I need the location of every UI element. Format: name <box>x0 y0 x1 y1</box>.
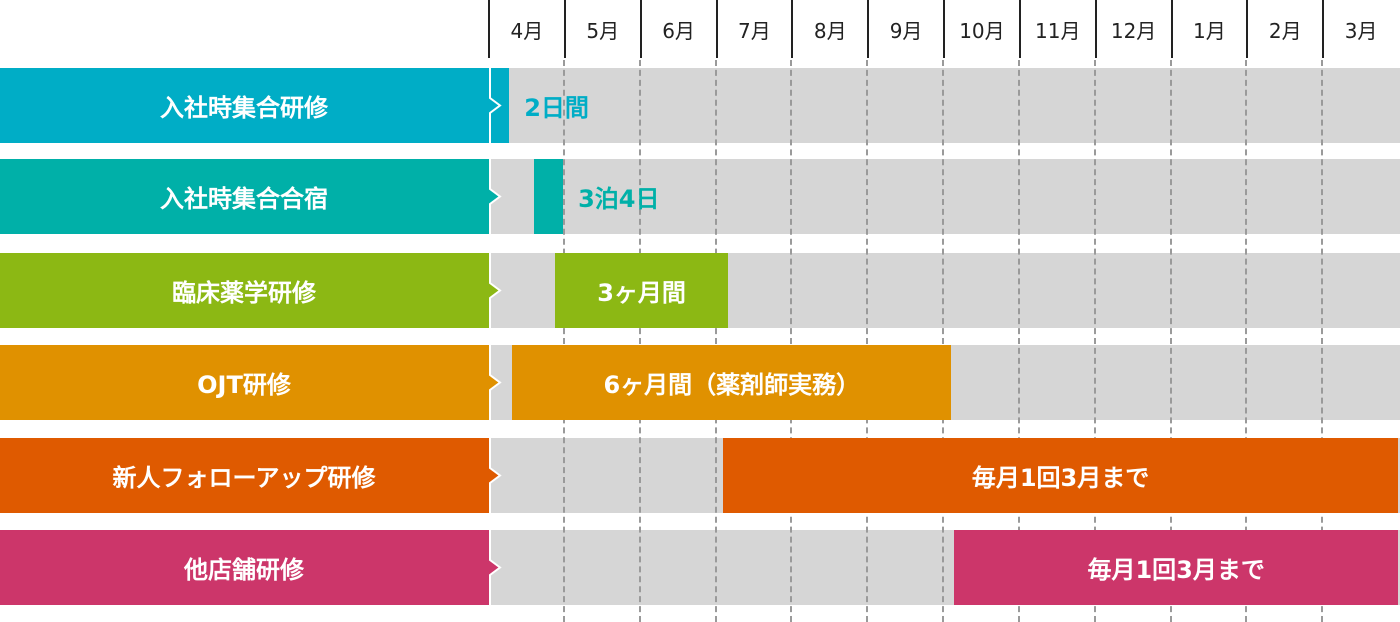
month-divider <box>790 60 793 622</box>
duration-text: 3泊4日 <box>578 185 660 213</box>
month-divider <box>714 60 717 622</box>
month-header: 10月 <box>943 0 1019 58</box>
duration-text: 3ヶ月間 <box>597 279 686 307</box>
row-label: 臨床薬学研修 <box>0 253 488 328</box>
row-label: 新人フォローアップ研修 <box>0 438 488 513</box>
month-divider <box>866 60 869 622</box>
month-header: 2月 <box>1246 0 1322 58</box>
month-header: 7月 <box>715 0 792 58</box>
duration-bar: 6ヶ月間（薬剤師実務） <box>512 345 952 420</box>
duration-bar: 毎月1回3月まで <box>723 438 1398 513</box>
month-divider <box>942 60 944 622</box>
duration-bar: 毎月1回3月まで <box>954 530 1398 605</box>
month-header: 9月 <box>867 0 943 58</box>
month-header: 1月 <box>1170 0 1247 58</box>
month-divider <box>562 60 565 622</box>
arrow-tip-icon <box>488 68 502 143</box>
month-divider <box>1321 60 1324 622</box>
row-label: 入社時集合合宿 <box>0 159 488 234</box>
duration-text: 毎月1回3月まで <box>1087 556 1265 584</box>
timeline-track <box>490 68 1400 143</box>
arrow-tip-icon <box>488 530 502 605</box>
duration-bar <box>533 159 564 234</box>
month-header: 6月 <box>639 0 716 58</box>
month-header: 5月 <box>563 0 640 58</box>
month-header: 11月 <box>1018 0 1095 58</box>
month-header: 4月 <box>488 0 564 58</box>
month-divider <box>638 60 641 622</box>
arrow-tip-icon <box>488 438 502 513</box>
month-divider <box>1169 60 1172 622</box>
row-label: 入社時集合研修 <box>0 68 488 143</box>
row-label: OJT研修 <box>0 345 488 420</box>
timeline-track <box>490 159 1400 234</box>
month-divider <box>1245 60 1248 622</box>
arrow-tip-icon <box>488 253 502 328</box>
month-header: 3月 <box>1322 0 1398 58</box>
month-header: 8月 <box>791 0 867 58</box>
duration-text: 6ヶ月間（薬剤師実務） <box>603 371 861 399</box>
month-divider <box>1017 60 1020 622</box>
arrow-tip-icon <box>488 345 502 420</box>
duration-text: 毎月1回3月まで <box>971 464 1150 492</box>
duration-bar: 3ヶ月間 <box>554 253 729 328</box>
month-divider <box>1093 60 1096 622</box>
arrow-tip-icon <box>488 159 502 234</box>
month-header: 12月 <box>1094 0 1171 58</box>
row-label: 他店舗研修 <box>0 530 488 605</box>
duration-text: 2日間 <box>524 94 589 122</box>
